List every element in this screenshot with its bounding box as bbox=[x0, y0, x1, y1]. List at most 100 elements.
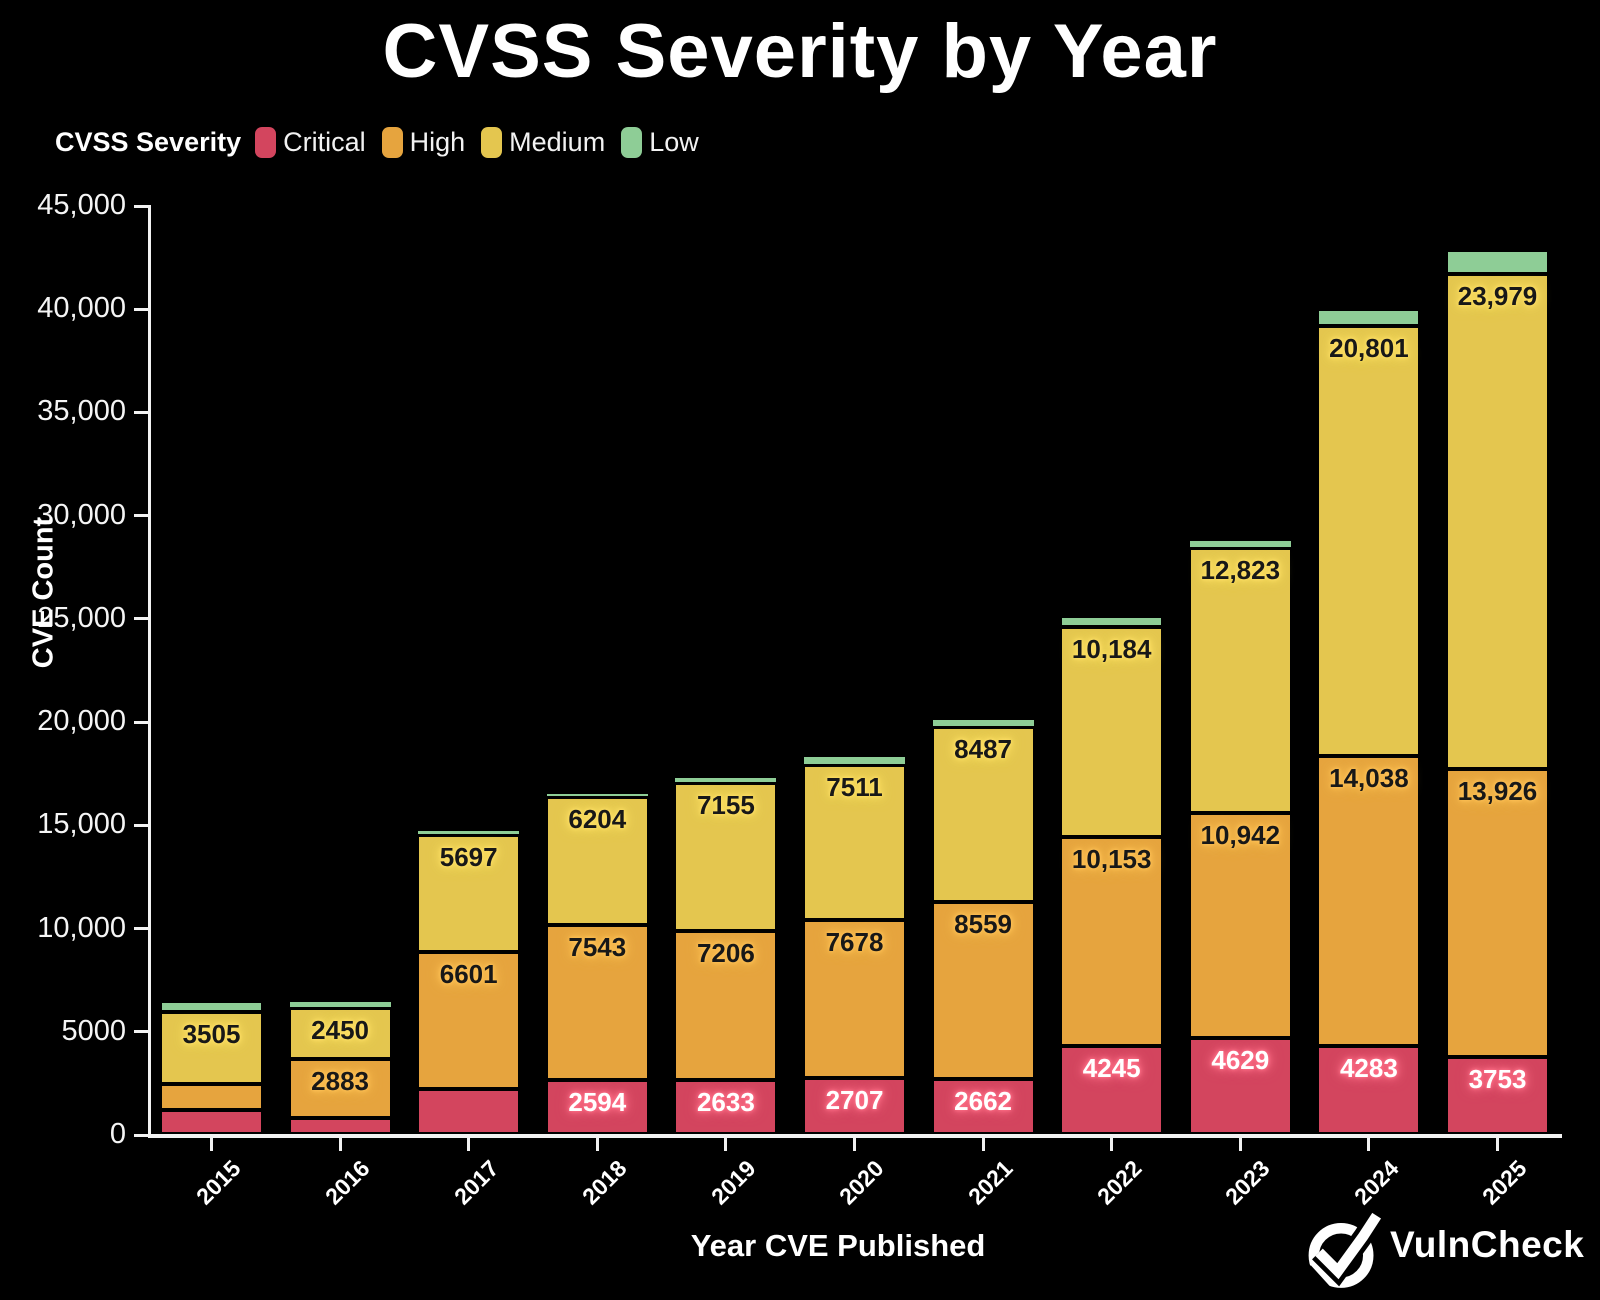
bar-value-label: 3753 bbox=[1468, 1063, 1527, 1094]
bar-segment-medium-2019: 7155 bbox=[674, 783, 778, 931]
bar-value-label: 6601 bbox=[439, 959, 498, 990]
x-axis-title: Year CVE Published bbox=[690, 1228, 986, 1263]
x-tick bbox=[1367, 1138, 1371, 1151]
legend-item-label: Medium bbox=[509, 126, 606, 157]
bar-value-label: 5697 bbox=[439, 841, 498, 872]
x-tick-label-2021: 2021 bbox=[962, 1155, 1018, 1210]
bar-segment-high-2016: 2883 bbox=[288, 1058, 392, 1119]
bar-segment-medium-2022: 10,184 bbox=[1060, 626, 1164, 837]
y-tick bbox=[134, 720, 148, 724]
bar-segment-high-2019: 7206 bbox=[674, 930, 778, 1080]
x-tick-label-2022: 2022 bbox=[1091, 1155, 1147, 1210]
legend-item-low: Low bbox=[621, 126, 699, 158]
bar-value-label: 7543 bbox=[568, 931, 627, 962]
y-tick-label: 30,000 bbox=[37, 498, 126, 531]
bar-segment-medium-2023: 12,823 bbox=[1188, 547, 1292, 813]
bar-segment-high-2025: 13,926 bbox=[1446, 769, 1549, 1057]
y-tick bbox=[134, 514, 148, 518]
x-tick-label-2020: 2020 bbox=[834, 1155, 889, 1210]
bar-value-label: 10,942 bbox=[1200, 819, 1281, 850]
bar-segment-critical-2024: 4283 bbox=[1317, 1045, 1421, 1134]
bar-segment-low-2023 bbox=[1188, 539, 1292, 548]
y-tick-label: 10,000 bbox=[37, 911, 126, 944]
bar-segment-low-2022 bbox=[1060, 616, 1164, 627]
bar-segment-medium-2024: 20,801 bbox=[1317, 326, 1421, 756]
bar-segment-medium-2015: 3505 bbox=[160, 1012, 263, 1085]
bar-segment-low-2015 bbox=[160, 1000, 263, 1013]
bar-value-label: 12,823 bbox=[1200, 554, 1281, 585]
y-tick-label: 45,000 bbox=[37, 189, 126, 221]
bar-segment-critical-2023: 4629 bbox=[1188, 1038, 1292, 1134]
y-tick-label: 25,000 bbox=[37, 601, 126, 634]
bar-segment-high-2024: 14,038 bbox=[1317, 755, 1421, 1046]
bar-segment-critical-2022: 4245 bbox=[1060, 1046, 1164, 1134]
bar-value-label: 10,184 bbox=[1071, 633, 1152, 664]
x-tick-label-2019: 2019 bbox=[705, 1155, 761, 1210]
bar-segment-medium-2025: 23,979 bbox=[1446, 273, 1549, 770]
bar-segment-low-2020 bbox=[803, 756, 906, 765]
bar-value-label: 2633 bbox=[696, 1086, 755, 1117]
bar-segment-critical-2020: 2707 bbox=[803, 1078, 906, 1134]
bar-value-label: 4245 bbox=[1082, 1053, 1141, 1084]
y-tick-label: 20,000 bbox=[37, 705, 126, 738]
y-axis-line bbox=[148, 205, 151, 1137]
legend-item-label: Low bbox=[649, 126, 699, 157]
bar-segment-medium-2017: 5697 bbox=[417, 834, 521, 953]
bar-segment-low-2021 bbox=[931, 718, 1035, 728]
bar-segment-low-2018 bbox=[545, 792, 649, 797]
legend-item-high: High bbox=[381, 126, 466, 158]
x-tick bbox=[853, 1138, 856, 1151]
bar-value-label: 2450 bbox=[311, 1015, 370, 1046]
y-tick-label: 15,000 bbox=[37, 808, 126, 841]
bar-segment-high-2022: 10,153 bbox=[1060, 836, 1164, 1047]
legend: CVSS Severity Critical High Medium Low bbox=[55, 122, 715, 162]
bar-value-label: 10,153 bbox=[1071, 843, 1152, 874]
bar-segment-critical-2016 bbox=[288, 1118, 392, 1134]
y-tick bbox=[134, 1133, 148, 1137]
y-tick-label: 35,000 bbox=[37, 395, 126, 428]
legend-item-label: High bbox=[409, 126, 466, 157]
legend-item-critical: Critical bbox=[255, 126, 366, 158]
bar-segment-low-2024 bbox=[1317, 308, 1421, 327]
x-tick bbox=[210, 1138, 213, 1151]
x-tick bbox=[1238, 1138, 1242, 1151]
y-tick-label: 5000 bbox=[61, 1014, 126, 1047]
bar-value-label: 7678 bbox=[825, 926, 884, 957]
x-tick bbox=[724, 1138, 728, 1151]
bar-segment-low-2025 bbox=[1446, 250, 1549, 274]
x-tick bbox=[1496, 1138, 1499, 1151]
y-tick bbox=[134, 204, 148, 208]
x-tick-label-2017: 2017 bbox=[448, 1155, 504, 1210]
bar-value-label: 20,801 bbox=[1329, 333, 1409, 364]
legend-title: CVSS Severity bbox=[55, 126, 242, 157]
y-tick bbox=[134, 410, 148, 414]
legend-item-medium: Medium bbox=[481, 126, 606, 158]
bar-value-label: 2883 bbox=[311, 1065, 370, 1096]
bar-value-label: 4629 bbox=[1211, 1045, 1270, 1076]
y-tick bbox=[134, 1030, 148, 1034]
chart-title: CVSS Severity by Year bbox=[382, 9, 1218, 94]
bar-value-label: 23,979 bbox=[1457, 280, 1538, 311]
bar-segment-critical-2021: 2662 bbox=[931, 1079, 1035, 1134]
y-tick bbox=[134, 617, 148, 621]
bar-segment-high-2020: 7678 bbox=[803, 919, 906, 1079]
y-axis-title: CVE Count bbox=[27, 516, 60, 669]
vulncheck-logo: VulnCheck bbox=[1298, 1200, 1584, 1290]
bar-value-label: 3505 bbox=[182, 1019, 241, 1050]
y-tick bbox=[134, 927, 148, 931]
bar-segment-low-2016 bbox=[288, 1001, 392, 1009]
x-tick bbox=[338, 1138, 342, 1151]
legend-swatch-icon bbox=[255, 126, 277, 158]
vulncheck-logo-text: VulnCheck bbox=[1390, 1224, 1585, 1265]
bar-segment-critical-2025: 3753 bbox=[1446, 1056, 1549, 1134]
check-circle-icon bbox=[1302, 1210, 1382, 1290]
bar-value-label: 14,038 bbox=[1329, 762, 1409, 793]
y-tick-label: 40,000 bbox=[37, 292, 126, 325]
bar-segment-high-2021: 8559 bbox=[931, 902, 1035, 1080]
bar-segment-medium-2020: 7511 bbox=[803, 764, 906, 920]
bar-segment-critical-2018: 2594 bbox=[545, 1080, 649, 1134]
x-tick-label-2018: 2018 bbox=[577, 1155, 632, 1210]
x-tick bbox=[981, 1138, 985, 1151]
bar-segment-low-2017 bbox=[417, 829, 521, 835]
